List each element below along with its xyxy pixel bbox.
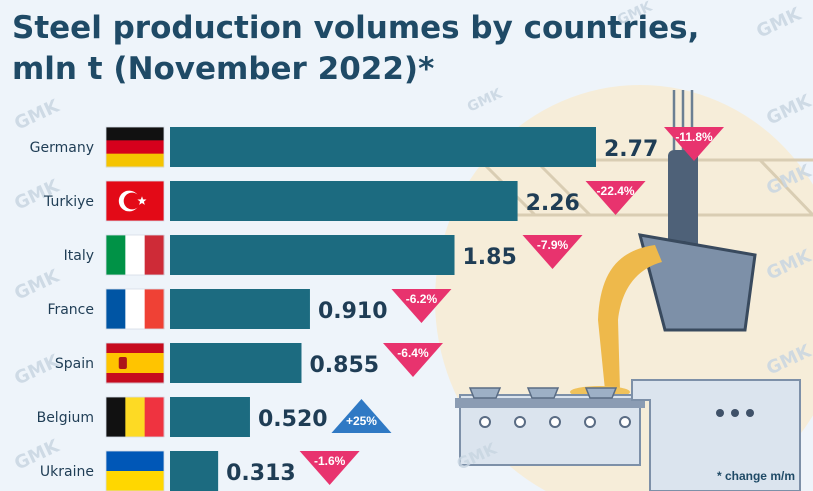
svg-text:GMK: GMK bbox=[763, 90, 813, 129]
conveyor-belt bbox=[455, 398, 645, 408]
svg-text:GMK: GMK bbox=[11, 265, 63, 304]
steel-ladle-illustration bbox=[435, 85, 813, 491]
machine-housing bbox=[631, 379, 801, 491]
bar-row-ukraine: Ukraine 0.313 -1.6% bbox=[40, 450, 360, 491]
change-badge-turkiye: -22.4% bbox=[585, 181, 646, 215]
ladle-body bbox=[637, 233, 757, 332]
conveyor-wheels bbox=[479, 416, 631, 428]
change-badge-germany: -11.8% bbox=[664, 127, 724, 161]
category-label-belgium: Belgium bbox=[37, 410, 94, 426]
bar-turkiye bbox=[170, 181, 518, 221]
category-label-ukraine: Ukraine bbox=[40, 464, 94, 480]
change-badge-italy: -7.9% bbox=[522, 235, 583, 269]
bar-row-germany: Germany 2.77 -11.8% bbox=[30, 126, 724, 168]
change-down-arrow-icon bbox=[391, 289, 452, 323]
machine-lights bbox=[716, 409, 754, 417]
molten-steel-stream bbox=[598, 245, 662, 390]
value-label-ukraine: 0.313 bbox=[226, 461, 296, 486]
chart-title: Steel production volumes by countries, m… bbox=[12, 8, 712, 90]
change-label-spain: -6.4% bbox=[397, 346, 429, 360]
bar-row-turkiye: Turkiye 2.26 -22.4% bbox=[43, 180, 646, 222]
change-badge-france: -6.2% bbox=[391, 289, 452, 323]
change-down-arrow-icon bbox=[664, 127, 724, 161]
bar-row-france: France 0.910 -6.2% bbox=[47, 288, 452, 330]
conveyor-molds bbox=[468, 387, 618, 399]
category-label-germany: Germany bbox=[30, 140, 94, 156]
change-label-germany: -11.8% bbox=[675, 130, 713, 144]
change-label-france: -6.2% bbox=[406, 292, 438, 306]
change-label-turkiye: -22.4% bbox=[597, 184, 635, 198]
chart-title-line-2: mln t (November 2022)* bbox=[12, 51, 435, 87]
bar-france bbox=[170, 289, 310, 329]
bar-italy bbox=[170, 235, 455, 275]
change-down-arrow-icon bbox=[522, 235, 583, 269]
change-badge-belgium: +25% bbox=[331, 399, 392, 433]
flag-belgium bbox=[105, 396, 165, 438]
flag-turkiye bbox=[105, 180, 165, 222]
change-badge-ukraine: -1.6% bbox=[299, 451, 360, 485]
bar-germany bbox=[170, 127, 596, 167]
category-label-italy: Italy bbox=[64, 248, 94, 264]
crane-hook-arm bbox=[668, 150, 698, 250]
change-down-arrow-icon bbox=[299, 451, 360, 485]
category-label-turkiye: Turkiye bbox=[43, 194, 94, 210]
svg-text:GMK: GMK bbox=[615, 0, 656, 29]
change-down-arrow-icon bbox=[382, 343, 443, 377]
category-label-france: France bbox=[47, 302, 94, 318]
bar-belgium bbox=[170, 397, 250, 437]
change-label-ukraine: -1.6% bbox=[314, 454, 346, 468]
change-label-belgium: +25% bbox=[346, 414, 377, 428]
value-label-germany: 2.77 bbox=[604, 137, 658, 162]
change-label-italy: -7.9% bbox=[537, 238, 569, 252]
bar-row-belgium: Belgium 0.520 +25% bbox=[37, 396, 392, 438]
category-label-spain: Spain bbox=[55, 356, 94, 372]
value-label-turkiye: 2.26 bbox=[526, 191, 580, 216]
change-badge-spain: -6.4% bbox=[382, 343, 443, 377]
footnote: * change m/m bbox=[716, 469, 795, 483]
bar-spain bbox=[170, 343, 302, 383]
flag-germany bbox=[105, 126, 165, 168]
value-label-italy: 1.85 bbox=[463, 245, 517, 270]
bar-row-italy: Italy 1.85 -7.9% bbox=[64, 234, 583, 276]
bar-row-spain: Spain 0.855 -6.4% bbox=[55, 342, 443, 384]
flag-france bbox=[105, 288, 165, 330]
value-label-spain: 0.855 bbox=[309, 353, 379, 378]
flag-spain bbox=[105, 342, 165, 384]
bar-ukraine bbox=[170, 451, 219, 491]
value-label-belgium: 0.520 bbox=[258, 407, 328, 432]
value-label-france: 0.910 bbox=[318, 299, 388, 324]
flag-italy bbox=[105, 234, 165, 276]
change-down-arrow-icon bbox=[585, 181, 646, 215]
bar-rows: Germany 2.77 -11.8% Turkiye 2.26 -22.4% Italy 1… bbox=[30, 126, 724, 491]
flag-ukraine bbox=[105, 450, 165, 491]
chart-title-line-1: Steel production volumes by countries, bbox=[12, 10, 700, 46]
svg-text:GMK: GMK bbox=[753, 3, 805, 42]
change-up-arrow-icon bbox=[331, 399, 392, 433]
svg-text:GMK: GMK bbox=[465, 85, 506, 115]
svg-text:GMK: GMK bbox=[11, 95, 63, 134]
